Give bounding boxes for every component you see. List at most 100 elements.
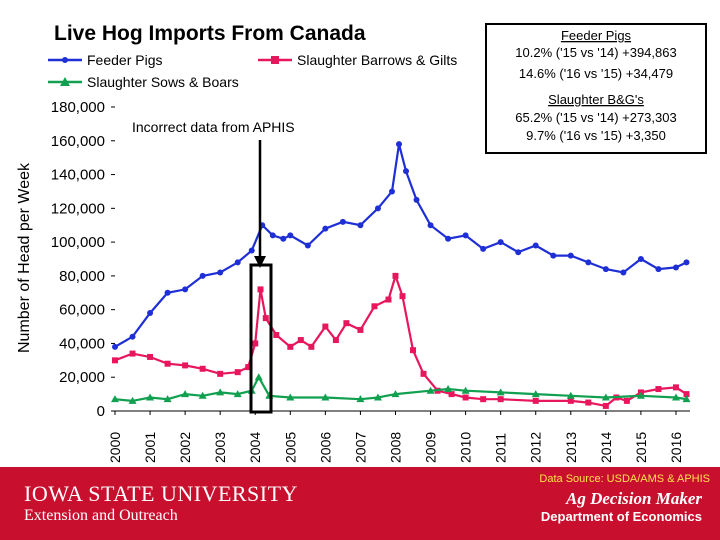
feeder-pigs-point (532, 242, 539, 249)
plot-area (111, 141, 691, 409)
barrows-gilts-point (399, 293, 406, 300)
x-tick-label: 2001 (142, 432, 158, 463)
feeder-pigs-point (374, 205, 381, 212)
series-line-0 (114, 143, 687, 348)
feeder-pigs-point (567, 252, 574, 259)
feeder-pigs-point (112, 343, 118, 350)
department-name: Department of Economics (540, 509, 702, 524)
x-tick-label: 2007 (352, 432, 368, 463)
sows-boars-point (373, 393, 382, 401)
x-tick-label: 2009 (423, 432, 439, 463)
sows-boars-point (111, 395, 119, 403)
y-tick-label: 80,000 (59, 268, 105, 285)
x-tick-label: 2016 (668, 432, 684, 463)
sows-boars-point (146, 393, 155, 401)
x-tick-label: 2000 (107, 432, 123, 463)
sows-boars-point (198, 391, 207, 399)
box-feeder-line2: 14.6% ('16 vs '15) +34,479 (519, 66, 673, 81)
sows-boars-point (496, 388, 505, 396)
y-tick-label: 160,000 (51, 133, 105, 150)
feeder-pigs-point (217, 269, 224, 276)
y-axis: 0 20,000 40,000 60,000 80,000 100,000 120,000 1… (51, 99, 115, 420)
feeder-pigs-point (637, 256, 644, 262)
feeder-pigs-point (280, 235, 287, 242)
y-tick-label: 60,000 (59, 302, 105, 319)
barrows-gilts-point (585, 399, 592, 406)
feeder-pigs-point (585, 259, 592, 266)
legend-item-feeder-pigs: Feeder Pigs (48, 52, 162, 68)
aphis-highlight-box (249, 263, 273, 414)
aphis-arrow-head (254, 256, 266, 268)
y-tick-label: 0 (97, 403, 105, 420)
sows-boars-point (461, 386, 470, 394)
feeder-pigs-point (403, 168, 410, 175)
barrows-gilts-point (392, 272, 399, 279)
feeder-pigs-point (550, 252, 557, 259)
y-tick-label: 20,000 (59, 369, 105, 386)
barrows-gilts-point (672, 384, 679, 391)
sows-boars-point (321, 393, 330, 401)
sows-boars-point (391, 390, 400, 398)
feeder-pigs-point (445, 235, 452, 242)
y-axis-label: Number of Head per Week (16, 162, 33, 353)
feeder-pigs-point (395, 141, 402, 148)
feeder-pigs-point (413, 196, 420, 203)
x-tick-label: 2006 (317, 432, 333, 463)
legend-label-feeder-pigs: Feeder Pigs (87, 52, 162, 68)
x-tick-label: 2005 (282, 432, 298, 463)
feeder-pigs-point (199, 272, 206, 279)
chart-title: Live Hog Imports From Canada (54, 22, 366, 45)
feeder-pigs-point (322, 225, 329, 232)
barrows-gilts-point (567, 397, 574, 404)
barrows-gilts-point (262, 315, 269, 322)
feeder-pigs-point (164, 289, 171, 296)
extension-unit: Extension and Outreach (24, 507, 178, 524)
x-tick-label: 2015 (633, 432, 649, 463)
x-tick-label: 2013 (563, 432, 579, 463)
barrows-gilts-point (343, 320, 350, 327)
feeder-pigs-point (339, 218, 346, 225)
barrows-gilts-point (623, 397, 630, 404)
footer-bar: IOWA STATE UNIVERSITY Extension and Outr… (0, 467, 720, 540)
sows-boars-point (671, 393, 680, 401)
sows-boars-point (181, 390, 190, 398)
x-tick-label: 2011 (493, 433, 509, 463)
legend-item-slaughter-sows-boars: Slaughter Sows & Boars (48, 74, 239, 90)
feeder-pigs-point (480, 245, 487, 252)
box-bg-line1: 65.2% ('15 vs '14) +273,303 (515, 110, 676, 125)
x-tick-label: 2014 (598, 432, 614, 463)
sows-boars-point (128, 396, 137, 404)
barrows-gilts-point (297, 337, 304, 344)
feeder-pigs-point (683, 259, 690, 266)
sows-boars-point (233, 390, 242, 398)
barrows-gilts-point (532, 397, 539, 404)
barrows-gilts-point (234, 369, 241, 376)
feeder-pigs-point (388, 188, 395, 195)
y-tick-label: 180,000 (51, 99, 105, 116)
box-bg-title: Slaughter B&G's (548, 92, 644, 107)
sows-boars-point (444, 385, 453, 393)
sows-boars-point (286, 393, 295, 401)
barrows-gilts-point (448, 391, 455, 398)
barrows-gilts-point (308, 343, 315, 350)
legend-label-slaughter-barrows-gilts: Slaughter Barrows & Gilts (297, 52, 457, 68)
barrows-gilts-point (164, 360, 171, 367)
sows-boars-point (254, 373, 263, 381)
barrows-gilts-point (129, 350, 136, 357)
sows-boars-point (636, 391, 645, 399)
feeder-pigs-point (304, 242, 311, 249)
barrows-gilts-point (252, 340, 259, 347)
feeder-pigs-point (462, 232, 469, 239)
series-line-2 (114, 374, 687, 403)
barrows-gilts-point (287, 343, 294, 350)
feeder-pigs-point (497, 239, 504, 246)
feeder-pigs-point (620, 269, 627, 276)
feeder-pigs-point (287, 232, 294, 239)
feeder-pigs-point (357, 222, 364, 229)
barrows-gilts-point (199, 365, 206, 372)
barrows-gilts-point (245, 364, 252, 371)
box-feeder-title: Feeder Pigs (561, 28, 632, 43)
box-bg-line2: 9.7% ('16 vs '15) +3,350 (526, 128, 666, 143)
sows-boars-point (163, 395, 172, 403)
feeder-pigs-point (248, 247, 255, 254)
